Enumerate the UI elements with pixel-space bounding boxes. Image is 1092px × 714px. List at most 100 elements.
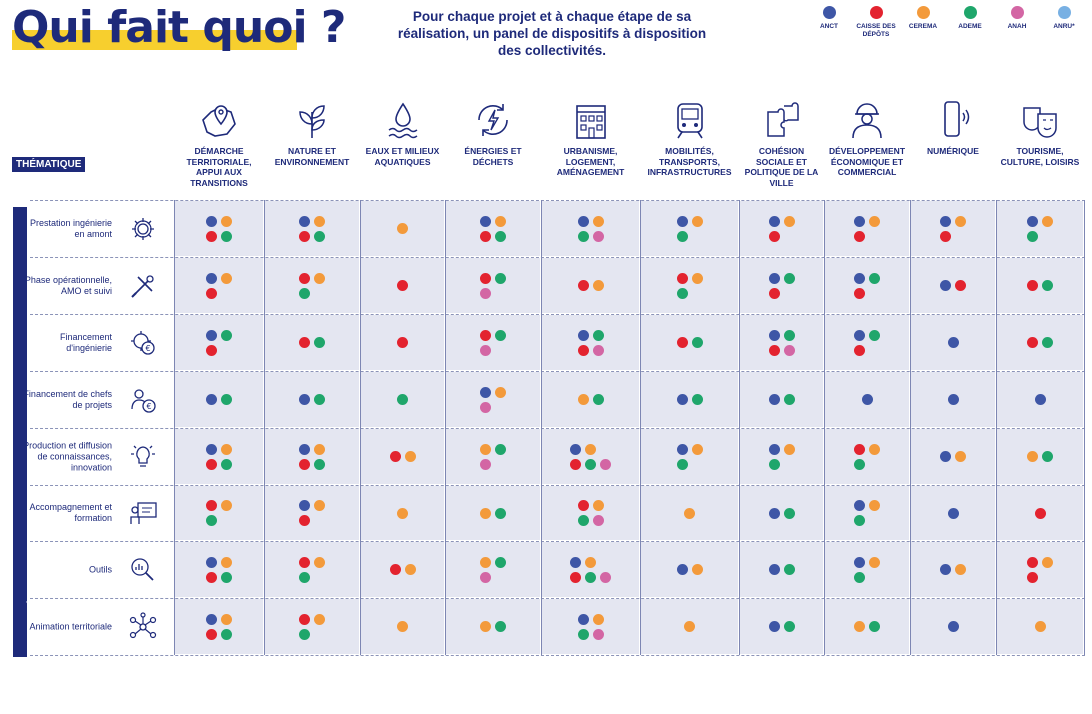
actor-dot-B	[854, 287, 865, 299]
actor-dot-B	[206, 500, 217, 511]
intro-text: Pour chaque projet et à chaque étape de …	[397, 9, 707, 58]
actor-dot-A	[299, 500, 310, 511]
matrix-cell	[361, 315, 444, 370]
actor-dot-D	[495, 329, 506, 341]
actor-dot-B	[480, 272, 491, 284]
matrix-cell	[997, 372, 1083, 427]
legend-label: ANAH	[1007, 23, 1027, 30]
matrix-cell	[740, 258, 823, 313]
legend-dot	[1010, 6, 1024, 19]
matrix-cell	[997, 258, 1083, 313]
actor-dot-A	[947, 621, 959, 632]
actor-dot-A	[676, 394, 688, 405]
actor-dot-B	[676, 337, 688, 348]
matrix-cell	[911, 201, 995, 256]
actor-dot-A	[854, 500, 865, 511]
actor-dot-C	[869, 443, 880, 455]
column-label: Tourisme, culture, loisirs	[1000, 146, 1080, 167]
row-divider	[30, 598, 1085, 599]
actor-dot-B	[206, 344, 217, 356]
column-label: Urbanisme, logement, aménagement	[556, 146, 625, 177]
actor-dot-E	[480, 287, 491, 299]
matrix-cell	[446, 486, 540, 540]
actor-dot-C	[221, 215, 232, 227]
actor-dot-A	[854, 329, 865, 341]
column-label: Mobilités, transports, infrastructures	[647, 146, 732, 177]
actor-dot-D	[691, 394, 703, 405]
matrix-cell	[997, 201, 1083, 256]
matrix-cell	[361, 429, 444, 484]
actor-dot-A	[768, 394, 780, 405]
actor-dot-D	[495, 443, 506, 455]
lightbulb-icon	[131, 445, 155, 467]
actor-dot-E	[592, 230, 604, 242]
column-label: Démarche territoriale, appui aux transit…	[186, 146, 252, 188]
column-divider	[910, 200, 911, 655]
actor-dot-B	[1027, 337, 1038, 348]
actor-dot-C	[684, 507, 695, 519]
column-header: Nature et environnement	[264, 98, 360, 167]
column-label: Cohésion sociale et politique de la vill…	[744, 146, 819, 188]
actor-dot-B	[577, 344, 589, 356]
actor-dot-B	[299, 272, 310, 284]
actor-dot-C	[1034, 621, 1046, 632]
actor-dot-A	[206, 556, 217, 568]
actor-dot-D	[783, 329, 795, 341]
person-euro-icon: €	[131, 388, 156, 413]
matrix-cell	[825, 599, 909, 654]
column-header: Cohésion sociale et politique de la vill…	[739, 98, 824, 188]
column-label: Développement économique et commercial	[828, 146, 906, 177]
matrix-cell	[175, 201, 263, 256]
matrix-cell	[446, 315, 540, 370]
actor-dot-C	[585, 443, 596, 455]
actor-dot-C	[480, 621, 491, 632]
svg-text:€: €	[146, 402, 151, 411]
actor-dot-E	[592, 628, 604, 640]
matrix-cell	[641, 486, 738, 540]
actor-dot-D	[495, 507, 506, 519]
row-header: Financement de chefs de projets €	[23, 371, 172, 428]
row-label: Phase opérationnelle, AMO et suivi	[24, 274, 112, 296]
matrix-cell	[641, 542, 738, 597]
actor-dot-C	[314, 443, 325, 455]
matrix-cell	[997, 486, 1083, 540]
matrix-cell	[542, 372, 639, 427]
column-divider	[174, 200, 175, 655]
matrix-cell	[740, 429, 823, 484]
matrix-cell	[446, 599, 540, 654]
column-divider	[996, 200, 997, 655]
svg-text:€: €	[145, 344, 150, 353]
actor-dot-D	[869, 621, 880, 632]
actor-dot-B	[389, 451, 401, 462]
column-header: Urbanisme, logement, aménagement	[541, 98, 640, 178]
actor-dot-D	[206, 515, 217, 526]
actor-dot-A	[947, 507, 959, 519]
actor-dot-C	[397, 621, 408, 632]
column-divider	[640, 200, 641, 655]
actor-dot-C	[592, 613, 604, 625]
actor-dot-A	[768, 272, 780, 284]
matrix-cell	[740, 542, 823, 597]
actor-dot-B	[397, 337, 408, 348]
matrix-cell	[361, 542, 444, 597]
title-highlight	[12, 30, 297, 50]
matrix-cell	[641, 258, 738, 313]
actor-dot-B	[299, 337, 310, 348]
actor-dot-C	[314, 215, 325, 227]
actor-dot-C	[314, 500, 325, 511]
actor-dot-B	[854, 230, 865, 242]
actor-dot-B	[1027, 280, 1038, 291]
actor-dot-D	[1027, 230, 1038, 242]
actor-dot-C	[221, 500, 232, 511]
type-offre-bar: TYPE D'OFFRE D'INGÉNIERIE	[13, 207, 39, 714]
row-icon-wrap: €	[128, 385, 158, 415]
legend-dot	[963, 6, 977, 19]
matrix-cell	[265, 542, 359, 597]
matrix-cell	[740, 315, 823, 370]
actor-dot-D	[577, 628, 589, 640]
matrix-cell	[361, 372, 444, 427]
matrix-cell	[825, 542, 909, 597]
actor-dot-E	[783, 344, 795, 356]
energy-cycle-icon	[478, 104, 508, 136]
actor-dot-C	[684, 621, 695, 632]
